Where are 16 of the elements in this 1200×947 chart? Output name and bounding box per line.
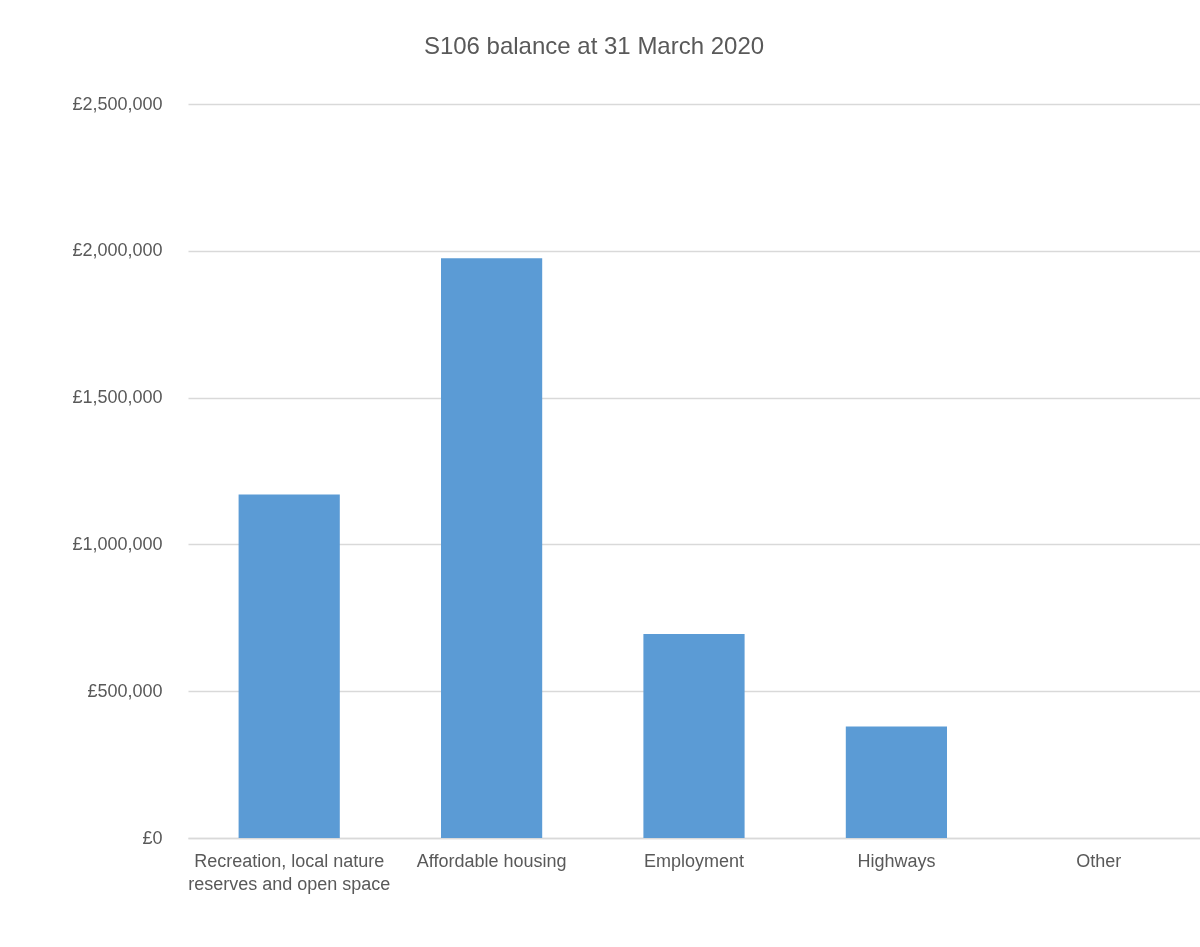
bar xyxy=(441,258,543,838)
y-tick-label: £0 xyxy=(142,827,163,848)
bar xyxy=(238,494,340,838)
y-tick-label: £2,000,000 xyxy=(72,240,163,261)
y-tick-label: £1,000,000 xyxy=(72,533,163,554)
x-tick-label: Other xyxy=(1076,850,1122,871)
y-tick-label: £2,500,000 xyxy=(72,93,163,114)
x-tick-label: Affordable housing xyxy=(416,850,567,871)
x-tick-label: Highways xyxy=(857,850,936,871)
y-tick-label: £1,500,000 xyxy=(72,387,163,408)
x-tick-label: Recreation, local nature reserves and open space xyxy=(188,850,391,894)
chart-title: S106 balance at 31 March 2020 xyxy=(423,32,765,59)
x-tick-label: Employment xyxy=(643,850,745,871)
bar xyxy=(643,633,745,838)
bar xyxy=(845,726,947,838)
y-tick-label: £500,000 xyxy=(87,680,163,701)
